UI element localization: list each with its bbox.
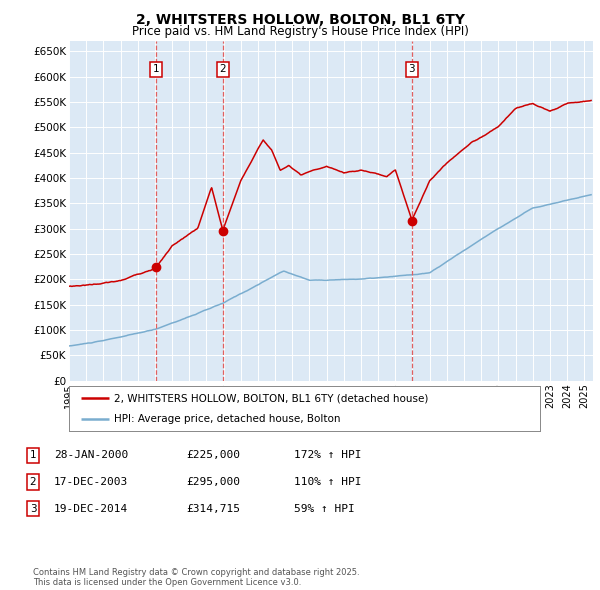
Text: £295,000: £295,000 <box>186 477 240 487</box>
Text: 3: 3 <box>29 504 37 513</box>
Text: 2: 2 <box>29 477 37 487</box>
Text: 17-DEC-2003: 17-DEC-2003 <box>54 477 128 487</box>
Text: 28-JAN-2000: 28-JAN-2000 <box>54 451 128 460</box>
Text: HPI: Average price, detached house, Bolton: HPI: Average price, detached house, Bolt… <box>114 414 340 424</box>
Text: 2: 2 <box>220 64 226 74</box>
Text: £314,715: £314,715 <box>186 504 240 513</box>
Text: £225,000: £225,000 <box>186 451 240 460</box>
Text: 2, WHITSTERS HOLLOW, BOLTON, BL1 6TY: 2, WHITSTERS HOLLOW, BOLTON, BL1 6TY <box>136 13 464 27</box>
Text: 59% ↑ HPI: 59% ↑ HPI <box>294 504 355 513</box>
Text: Price paid vs. HM Land Registry's House Price Index (HPI): Price paid vs. HM Land Registry's House … <box>131 25 469 38</box>
Text: 3: 3 <box>409 64 415 74</box>
Text: Contains HM Land Registry data © Crown copyright and database right 2025.
This d: Contains HM Land Registry data © Crown c… <box>33 568 359 587</box>
Text: 2, WHITSTERS HOLLOW, BOLTON, BL1 6TY (detached house): 2, WHITSTERS HOLLOW, BOLTON, BL1 6TY (de… <box>114 394 428 404</box>
Text: 1: 1 <box>29 451 37 460</box>
Text: 172% ↑ HPI: 172% ↑ HPI <box>294 451 361 460</box>
Text: 1: 1 <box>153 64 160 74</box>
Text: 110% ↑ HPI: 110% ↑ HPI <box>294 477 361 487</box>
Text: 19-DEC-2014: 19-DEC-2014 <box>54 504 128 513</box>
